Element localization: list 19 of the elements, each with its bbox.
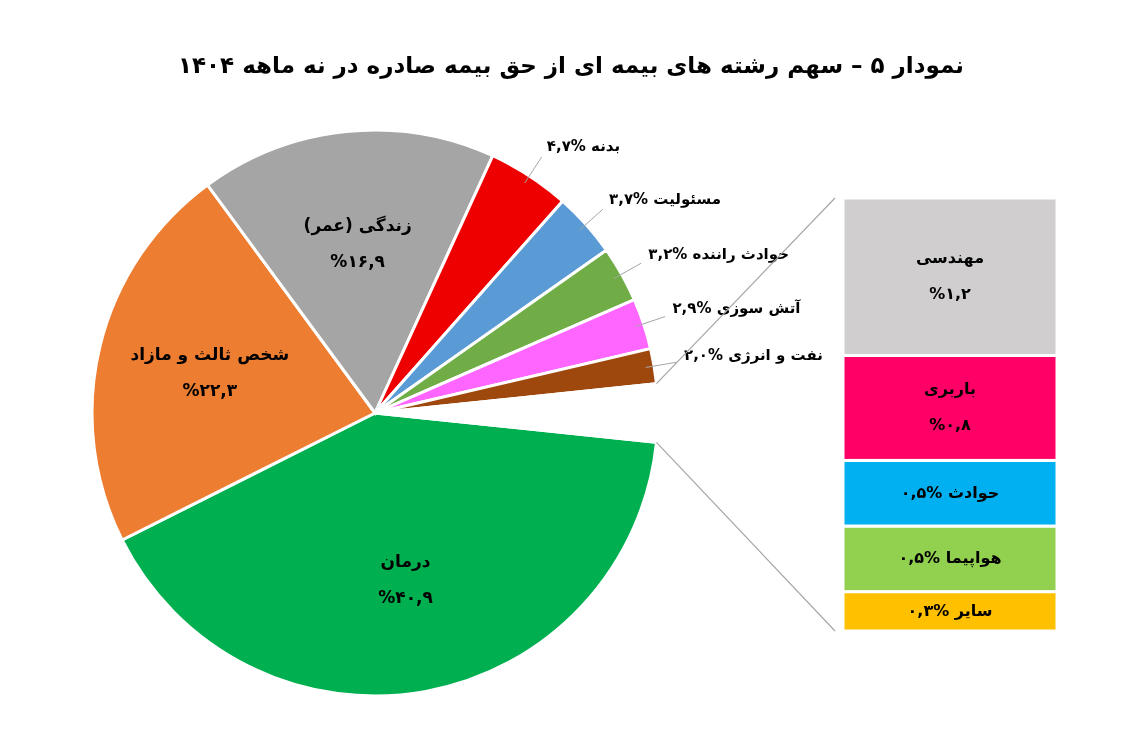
data-label: %۲۲,۳ [182,380,238,401]
chart-title: نمودار ۵ – سهم رشته های بیمه ای از حق بیمه صادره در نه ماهه ۱۴۰۴ [178,51,964,79]
series-label: باربری [924,379,976,399]
slice-label: بدنه %۴,۷ [546,136,621,155]
slice-label: نفت و انرژی %۲,۰ [683,345,823,364]
data-label: %۱,۲ [929,284,972,304]
data-label: %۱۶,۹ [330,251,386,272]
text: سایر %۰,۳ [907,600,993,620]
slice-label: درمان [380,551,431,572]
data-label: %۰,۸ [929,415,972,435]
slice-label: شخص ثالث و مازاد [130,344,290,366]
text: هواپیما %۰,۵ [898,548,1002,568]
slice-label: زندگی (عمر) [303,215,412,237]
slice-label: حوادث راننده %۳,۲ [648,244,789,263]
text: حوادث %۰,۵ [900,482,1000,502]
slice-label: مسئولیت %۳,۷ [609,190,722,208]
data-label: %۴۰,۹ [378,587,434,608]
series-label: مهندسی [915,248,985,268]
slice-label: آتش سوزی %۲,۹ [672,299,802,318]
